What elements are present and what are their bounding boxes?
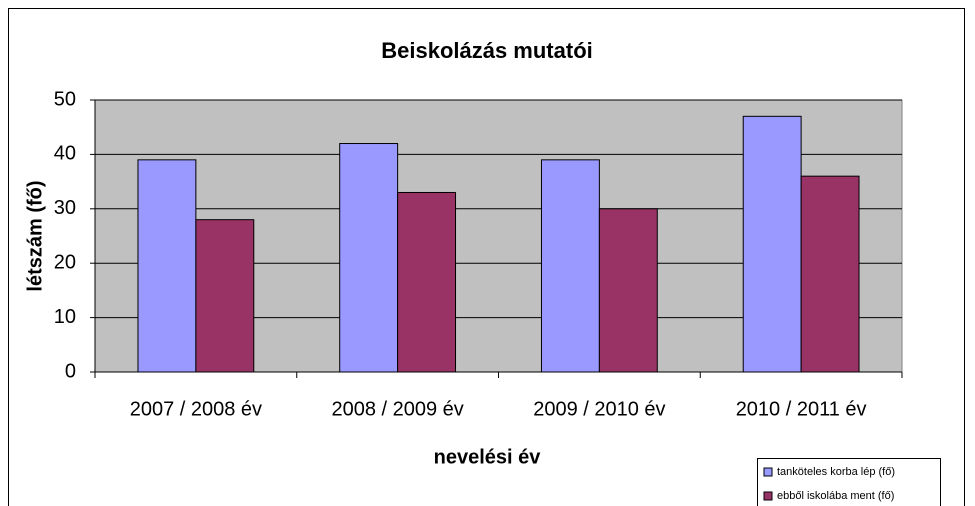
bar: [137, 159, 197, 373]
bar: [598, 208, 658, 373]
legend-swatch: [763, 491, 773, 501]
y-tick-label: 0: [65, 360, 76, 382]
y-tick-label: 20: [54, 251, 76, 273]
legend-swatch: [763, 467, 773, 477]
y-tick-label: 10: [54, 306, 76, 328]
x-tick-label: 2010 / 2011 év: [736, 398, 867, 420]
chart-title: Beiskolázás mutatói: [381, 38, 593, 63]
legend-label: ebből iskolába ment (fő): [777, 490, 894, 502]
y-tick-label: 30: [54, 197, 76, 219]
bar: [195, 219, 255, 373]
x-tick-label: 2007 / 2008 év: [130, 398, 262, 420]
legend: [757, 458, 941, 506]
legend-label: tanköteles korba lép (fő): [777, 466, 895, 478]
x-tick-label: 2009 / 2010 év: [533, 398, 665, 420]
y-tick-label: 50: [54, 88, 76, 110]
bar: [397, 191, 457, 373]
bar: [800, 175, 860, 373]
x-axis-label: nevelési év: [434, 446, 542, 468]
y-axis-label: létszám (fő): [24, 180, 46, 291]
y-tick-label: 40: [54, 143, 76, 165]
x-tick-label: 2008 / 2009 év: [331, 398, 463, 420]
bar: [339, 143, 399, 373]
bar: [742, 115, 802, 373]
bar: [540, 159, 600, 373]
